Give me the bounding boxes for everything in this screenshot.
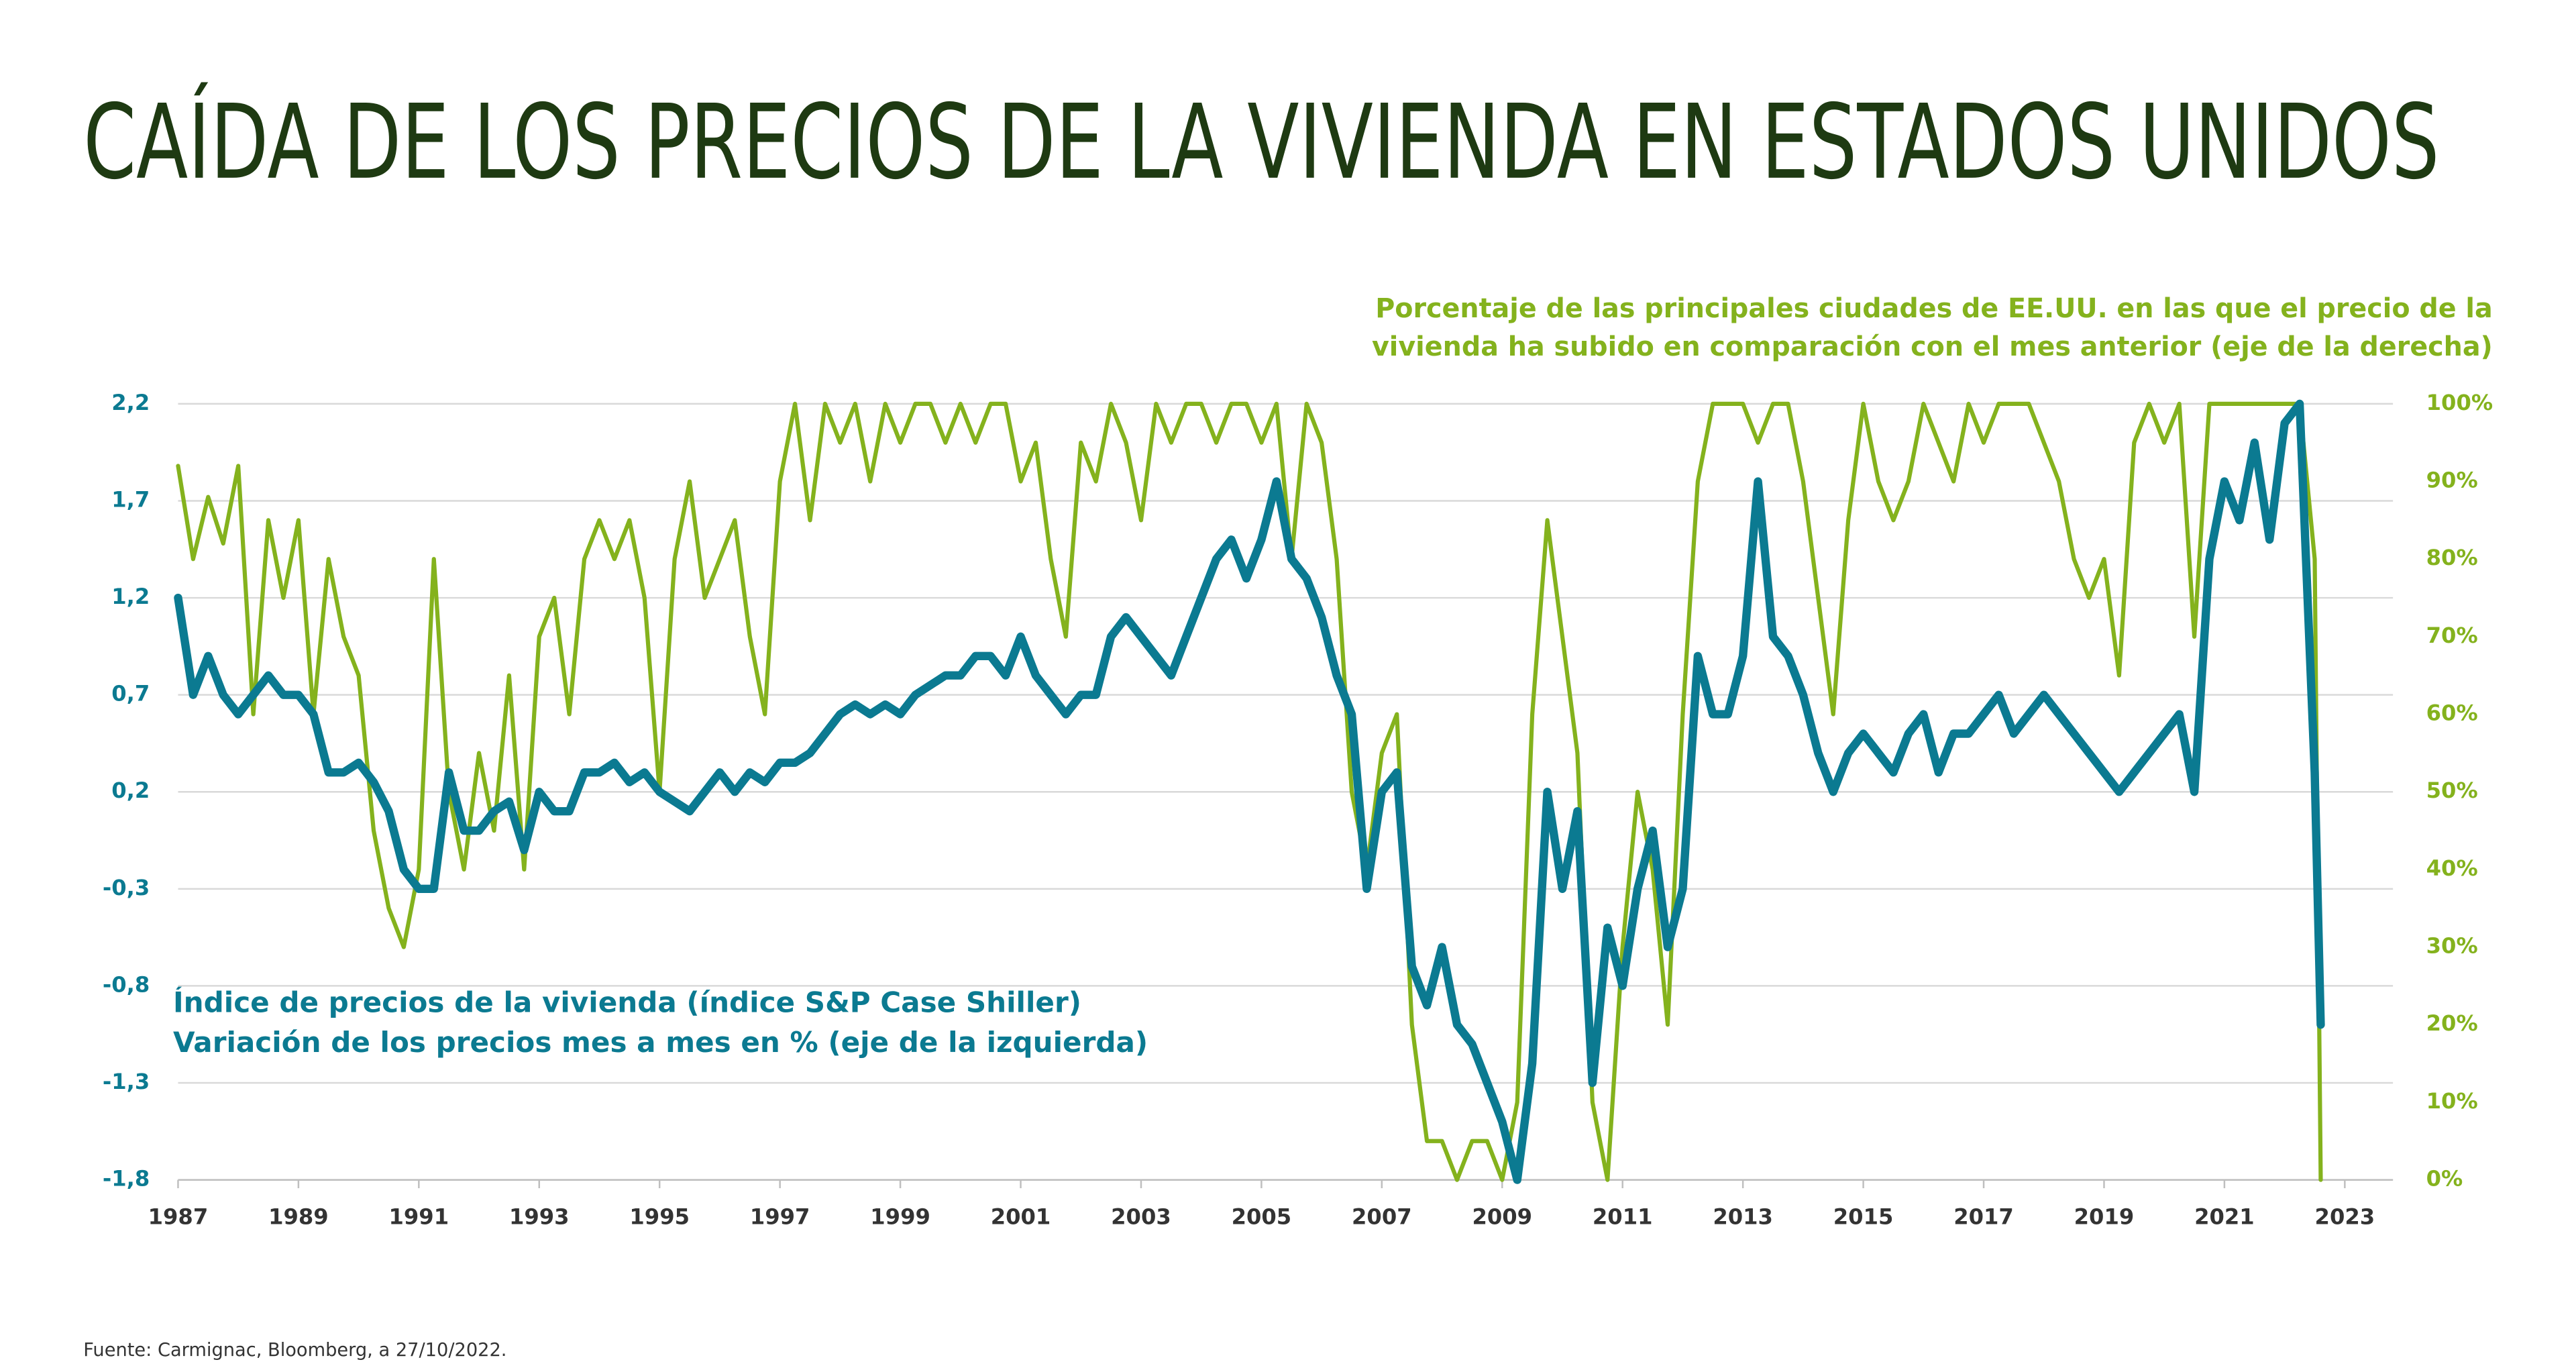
y2-tick-label: 40% bbox=[2426, 855, 2478, 881]
y-tick-label: 0,7 bbox=[111, 681, 150, 706]
y-tick-label: 0,2 bbox=[111, 778, 150, 803]
y-axis-label: Índice de precios de la vivienda (índice… bbox=[173, 985, 1081, 1018]
x-tick-label: 2015 bbox=[1833, 1204, 1894, 1230]
y2-tick-label: 0% bbox=[2426, 1166, 2463, 1192]
x-tick-label: 2019 bbox=[2074, 1204, 2135, 1230]
series-line bbox=[176, 401, 2323, 1182]
y2-tick-label: 50% bbox=[2426, 778, 2478, 803]
x-tick-label: 2007 bbox=[1352, 1204, 1412, 1230]
y2-axis-label: vivienda ha subido en comparación con el… bbox=[1372, 331, 2493, 362]
x-tick-label: 2011 bbox=[1593, 1204, 1653, 1230]
x-tick-label: 1999 bbox=[870, 1204, 930, 1230]
y-tick-label: 1,2 bbox=[111, 584, 150, 609]
x-tick-label: 1987 bbox=[148, 1204, 209, 1230]
y-tick-label: 2,2 bbox=[111, 390, 150, 415]
y2-tick-label: 60% bbox=[2426, 700, 2478, 726]
y2-tick-label: 80% bbox=[2426, 545, 2478, 570]
y-tick-label: -0,8 bbox=[103, 971, 150, 997]
y2-tick-label: 90% bbox=[2426, 468, 2478, 493]
source-note: Fuente: Carmignac, Bloomberg, a 27/10/20… bbox=[83, 1340, 506, 1361]
x-tick-label: 1989 bbox=[268, 1204, 329, 1230]
x-tick-label: 2013 bbox=[1713, 1204, 1773, 1230]
chart-title: CAÍDA DE LOS PRECIOS DE LA VIVIENDA EN E… bbox=[83, 82, 2439, 203]
y-tick-label: -1,8 bbox=[103, 1166, 150, 1192]
x-tick-label: 2001 bbox=[991, 1204, 1051, 1230]
y-tick-label: -0,3 bbox=[103, 875, 150, 900]
x-tick-label: 1997 bbox=[750, 1204, 810, 1230]
y-tick-label: 1,7 bbox=[111, 486, 150, 512]
y2-tick-label: 100% bbox=[2426, 390, 2493, 415]
x-tick-label: 2023 bbox=[2315, 1204, 2375, 1230]
x-tick-label: 2021 bbox=[2194, 1204, 2255, 1230]
x-tick-label: 1993 bbox=[509, 1204, 570, 1230]
y2-tick-label: 10% bbox=[2426, 1088, 2478, 1114]
x-tick-label: 2003 bbox=[1111, 1204, 1171, 1230]
x-tick-label: 2017 bbox=[1953, 1204, 2014, 1230]
x-tick-label: 2005 bbox=[1232, 1204, 1292, 1230]
series-line bbox=[174, 399, 2325, 1184]
x-tick-label: 1995 bbox=[629, 1204, 690, 1230]
x-tick-label: 2009 bbox=[1472, 1204, 1532, 1230]
y-tick-label: -1,3 bbox=[103, 1069, 150, 1094]
y2-tick-label: 30% bbox=[2426, 933, 2478, 959]
y2-tick-label: 20% bbox=[2426, 1010, 2478, 1036]
y2-tick-label: 70% bbox=[2426, 623, 2478, 648]
x-tick-label: 1991 bbox=[389, 1204, 449, 1230]
y-axis-label: Variación de los precios mes a mes en % … bbox=[173, 1026, 1148, 1059]
y2-axis-label: Porcentaje de las principales ciudades d… bbox=[1375, 293, 2493, 324]
